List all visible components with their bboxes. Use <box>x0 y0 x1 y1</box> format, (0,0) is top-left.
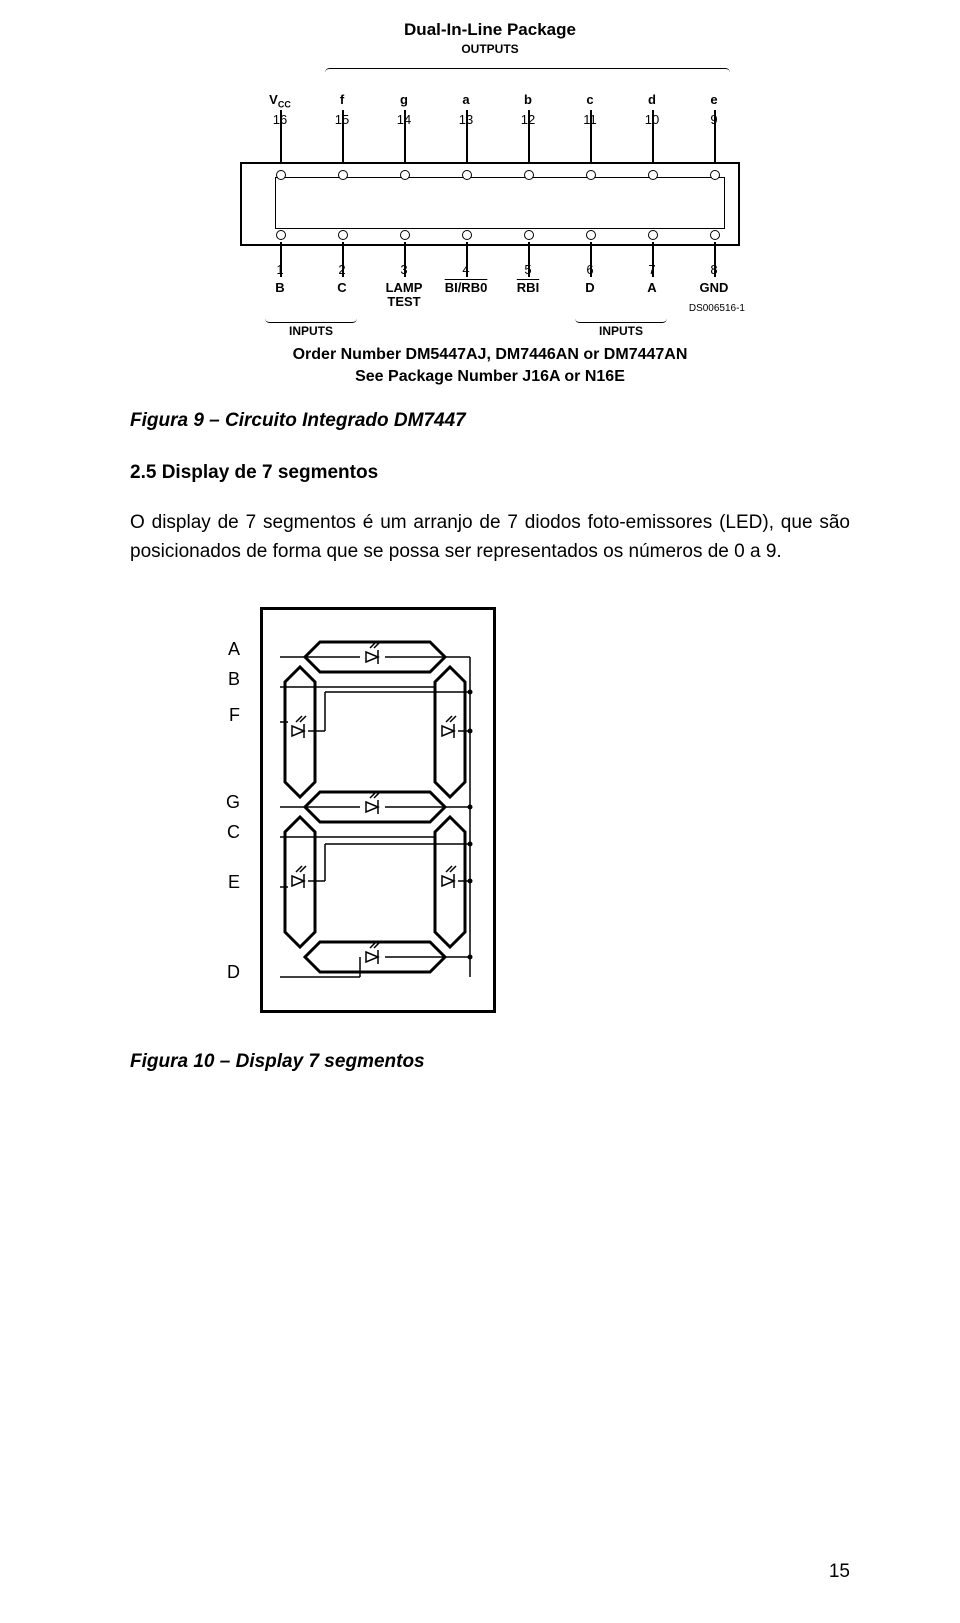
pin-node-13 <box>462 170 472 180</box>
figure-9-caption: Figura 9 – Circuito Integrado DM7447 <box>130 410 850 432</box>
seg-input-g: G <box>220 792 240 813</box>
pin-label2-3: TEST <box>379 294 429 309</box>
pin-number-2: 2 <box>330 262 354 277</box>
pin-label-14: g <box>379 92 429 107</box>
pin-label-8: GND <box>689 280 739 295</box>
pin-number-9: 9 <box>702 112 726 127</box>
seg-input-f: F <box>220 705 240 726</box>
pin-number-4: 4 <box>454 262 478 277</box>
pin-label-11: c <box>565 92 615 107</box>
pin-node-6 <box>586 230 596 240</box>
pin-label-15: f <box>317 92 367 107</box>
seg-input-d: D <box>220 962 240 983</box>
seg-input-b: B <box>220 669 240 690</box>
pin-label-5: RBI <box>503 280 553 295</box>
order-number-line1: Order Number DM5447AJ, DM7446AN or DM744… <box>130 346 850 364</box>
pin-number-12: 12 <box>516 112 540 127</box>
pin-label-6: D <box>565 280 615 295</box>
order-number-line2: See Package Number J16A or N16E <box>130 368 850 386</box>
pin-number-8: 8 <box>702 262 726 277</box>
pin-label-2: C <box>317 280 367 295</box>
pin-label-4: BI/RB0 <box>441 280 491 295</box>
pin-label-1: B <box>255 280 305 295</box>
ic-inner-outline <box>275 177 725 229</box>
inputs-label-left: INPUTS <box>265 324 357 338</box>
pin-number-11: 11 <box>578 112 602 127</box>
pin-label-13: a <box>441 92 491 107</box>
pin-number-13: 13 <box>454 112 478 127</box>
datasheet-code: DS006516-1 <box>689 303 745 314</box>
pin-number-10: 10 <box>640 112 664 127</box>
pin-node-11 <box>586 170 596 180</box>
pin-label-12: b <box>503 92 553 107</box>
pin-number-1: 1 <box>268 262 292 277</box>
ic-diagram: INPUTS INPUTS DS006516-1 16VCC15f14g13a1… <box>215 62 765 342</box>
pin-node-16 <box>276 170 286 180</box>
seg-input-c: C <box>220 822 240 843</box>
pin-node-4 <box>462 230 472 240</box>
pin-node-10 <box>648 170 658 180</box>
seven-segment-svg <box>280 622 480 1002</box>
ic-title: Dual-In-Line Package <box>130 20 850 40</box>
pin-node-15 <box>338 170 348 180</box>
inputs-brace-left <box>265 314 357 323</box>
pin-node-5 <box>524 230 534 240</box>
page-number: 15 <box>829 1561 850 1583</box>
inputs-label-right: INPUTS <box>575 324 667 338</box>
body-paragraph: O display de 7 segmentos é um arranjo de… <box>130 508 850 567</box>
pin-number-6: 6 <box>578 262 602 277</box>
figure-10-caption: Figura 10 – Display 7 segmentos <box>130 1051 850 1073</box>
inputs-brace-right <box>575 314 667 323</box>
outputs-brace <box>325 68 730 77</box>
pin-node-12 <box>524 170 534 180</box>
ic-package-figure: Dual-In-Line Package OUTPUTS INPUTS INPU… <box>130 20 850 386</box>
pin-label-10: d <box>627 92 677 107</box>
ic-subtitle: OUTPUTS <box>130 42 850 56</box>
pin-node-2 <box>338 230 348 240</box>
pin-number-16: 16 <box>268 112 292 127</box>
pin-node-14 <box>400 170 410 180</box>
pin-number-15: 15 <box>330 112 354 127</box>
pin-label-7: A <box>627 280 677 295</box>
pin-node-9 <box>710 170 720 180</box>
section-2-5-title: 2.5 Display de 7 segmentos <box>130 462 850 484</box>
pin-node-3 <box>400 230 410 240</box>
pin-label-16: VCC <box>255 92 305 110</box>
pin-label-3: LAMP <box>379 280 429 295</box>
pin-node-8 <box>710 230 720 240</box>
seg-input-a: A <box>220 639 240 660</box>
pin-label-9: e <box>689 92 739 107</box>
pin-node-7 <box>648 230 658 240</box>
pin-number-5: 5 <box>516 262 540 277</box>
pin-number-3: 3 <box>392 262 416 277</box>
seven-segment-figure: A B F G C E D <box>170 597 510 1027</box>
pin-number-14: 14 <box>392 112 416 127</box>
seg-input-e: E <box>220 872 240 893</box>
pin-node-1 <box>276 230 286 240</box>
pin-number-7: 7 <box>640 262 664 277</box>
